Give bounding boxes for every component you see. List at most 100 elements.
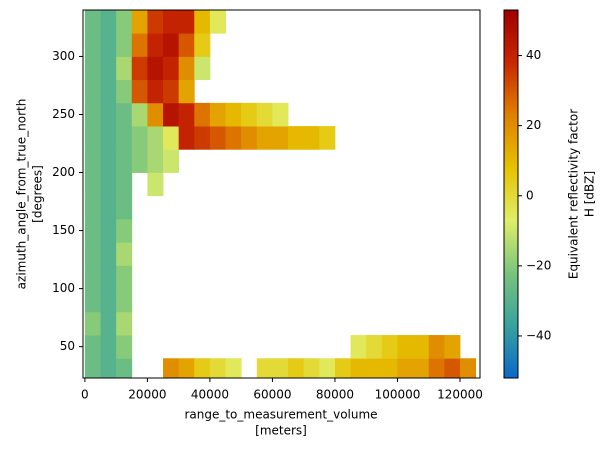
heatmap-cell: [131, 10, 148, 34]
heatmap-cell: [397, 335, 414, 359]
heatmap-cell: [84, 288, 101, 313]
heatmap-cell: [116, 242, 133, 266]
heatmap-cell: [116, 218, 133, 243]
heatmap-cell: [303, 358, 320, 379]
heatmap-cell: [84, 10, 101, 34]
heatmap-cell: [84, 33, 101, 57]
heatmap-cell: [84, 265, 101, 290]
heatmap-cell: [225, 358, 242, 379]
heatmap-cell: [381, 358, 398, 379]
heatmap-cell: [178, 358, 195, 379]
heatmap-cell: [100, 288, 117, 313]
x-tick-label: 40000: [191, 388, 229, 402]
heatmap-cell: [350, 358, 367, 379]
heatmap-cell: [272, 102, 289, 127]
heatmap-cell: [444, 335, 461, 359]
heatmap-cell: [116, 126, 133, 150]
heatmap-cell: [147, 126, 164, 150]
heatmap-cell: [256, 358, 273, 379]
heatmap-cell: [100, 33, 117, 57]
heatmap-cell: [225, 126, 242, 150]
heatmap-cell: [303, 126, 320, 150]
heatmap-cell: [116, 265, 133, 290]
heatmap-cell: [147, 10, 164, 34]
heatmap-cell: [163, 79, 180, 104]
heatmap-cell: [116, 10, 133, 34]
heatmap-cell: [209, 126, 226, 150]
colorbar-tick-label: 40: [526, 48, 541, 62]
heatmap-cell: [459, 358, 477, 379]
heatmap-cell: [100, 311, 117, 336]
heatmap-cell: [288, 358, 305, 379]
colorbar-frame: [503, 9, 519, 379]
heatmap: [84, 10, 477, 379]
heatmap-cell: [194, 126, 211, 150]
heatmap-cell: [381, 335, 398, 359]
heatmap-cell: [194, 33, 211, 57]
colorbar-label: H [dBZ]: [583, 171, 597, 217]
y-tick-label: 50: [60, 339, 75, 353]
heatmap-cell: [178, 102, 195, 127]
heatmap-cell: [272, 126, 289, 150]
heatmap-cell: [100, 56, 117, 81]
heatmap-cell: [163, 102, 180, 127]
heatmap-cell: [147, 172, 164, 197]
y-axis-label: [degrees]: [31, 165, 45, 223]
heatmap-cell: [241, 102, 258, 127]
heatmap-cell: [84, 242, 101, 266]
heatmap-cell: [84, 172, 101, 197]
heatmap-cell: [163, 126, 180, 150]
heatmap-cell: [131, 79, 148, 104]
heatmap-cell: [84, 102, 101, 127]
heatmap-cell: [100, 79, 117, 104]
heatmap-cell: [209, 358, 226, 379]
heatmap-cell: [100, 126, 117, 150]
heatmap-cell: [116, 79, 133, 104]
heatmap-cell: [147, 56, 164, 81]
heatmap-cell: [209, 10, 226, 34]
heatmap-cell: [131, 149, 148, 173]
heatmap-cell: [397, 358, 414, 379]
x-tick-label: 120000: [437, 388, 483, 402]
heatmap-cell: [84, 218, 101, 243]
heatmap-cell: [84, 358, 101, 379]
x-axis-label: range_to_measurement_volume: [184, 408, 377, 422]
y-tick-label: 300: [52, 49, 75, 63]
x-tick-label: 20000: [128, 388, 166, 402]
heatmap-cell: [428, 335, 445, 359]
axes-frame: [82, 9, 481, 379]
y-tick-label: 150: [52, 223, 75, 237]
y-tick-label: 200: [52, 165, 75, 179]
colorbar-label: Equivalent reflectivity factor: [567, 109, 581, 279]
colorbar-tick-label: −20: [526, 258, 551, 272]
heatmap-cell: [100, 218, 117, 243]
x-tick-label: 100000: [375, 388, 421, 402]
heatmap-cell: [194, 10, 211, 34]
heatmap-cell: [428, 358, 445, 379]
heatmap-cell: [413, 358, 430, 379]
heatmap-cell: [163, 149, 180, 173]
heatmap-cell: [178, 56, 195, 81]
heatmap-cell: [209, 102, 226, 127]
x-tick-label: 0: [81, 388, 89, 402]
heatmap-cell: [84, 149, 101, 173]
heatmap-cell: [116, 56, 133, 81]
y-tick-label: 100: [52, 281, 75, 295]
heatmap-cell: [194, 102, 211, 127]
heatmap-cell: [178, 33, 195, 57]
heatmap-cell: [163, 33, 180, 57]
heatmap-cell: [225, 102, 242, 127]
heatmap-cell: [147, 79, 164, 104]
y-axis-label: azimuth_angle_from_true_north: [15, 99, 29, 290]
heatmap-cell: [116, 311, 133, 336]
x-axis-label: [meters]: [255, 424, 307, 438]
heatmap-cell: [319, 358, 336, 379]
heatmap-cell: [100, 335, 117, 359]
heatmap-cell: [319, 126, 336, 150]
heatmap-cell: [116, 172, 133, 197]
heatmap-cell: [116, 149, 133, 173]
heatmap-cell: [256, 102, 273, 127]
heatmap-cell: [131, 126, 148, 150]
heatmap-cell: [84, 126, 101, 150]
heatmap-cell: [178, 126, 195, 150]
